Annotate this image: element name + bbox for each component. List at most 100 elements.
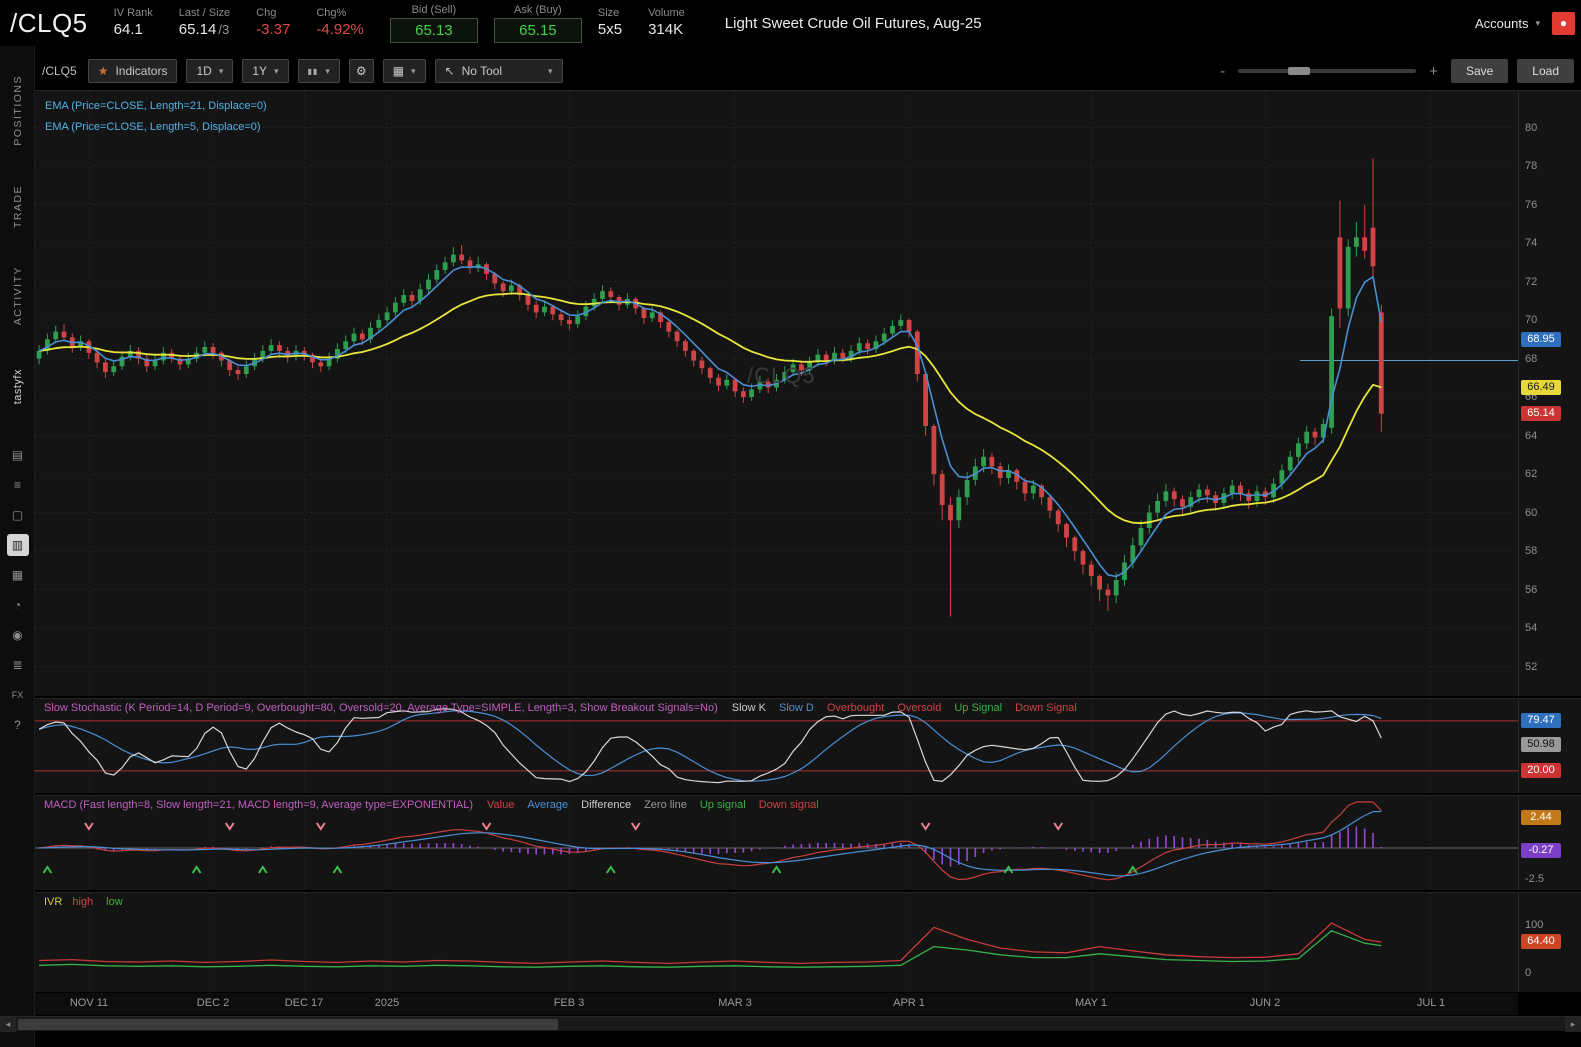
history-icon[interactable]: ◔ [13,598,22,612]
chart-type-dropdown[interactable]: ▮▮ ▾ [297,59,340,83]
candle-body [790,364,796,373]
chart-settings-button[interactable]: ⚙ [348,59,374,83]
candle-body [326,358,332,367]
legend-item: Value [487,799,515,811]
watchlist-icon[interactable]: ≡ [13,478,21,492]
ivr-panel[interactable]: 100 0 64.40 IVR high low [35,892,1581,992]
up-signal-arrow [191,865,202,874]
candle-body [666,322,672,332]
candle-body [185,358,191,365]
candle-body [1296,443,1301,457]
help-icon[interactable]: ? [14,718,21,732]
axis-label: 76 [1525,198,1538,211]
candle-body [268,345,274,351]
up-signal-arrow [605,865,616,874]
time-axis: NOV 11 DEC 2 DEC 17 2025 FEB 3 MAR 3 APR 1 MAY … [35,993,1518,1015]
stochastic-canvas[interactable] [35,699,1518,793]
candle-body [823,354,829,361]
axis-badge: 79.47 [1521,713,1561,729]
load-button[interactable]: Load [1517,59,1574,83]
candle-body [351,333,357,342]
up-signal-arrow [1003,865,1014,874]
candle-body [177,358,183,365]
range-dropdown[interactable]: 1Y ▾ [242,59,289,83]
candle-body [442,262,448,270]
axis-badge: 65.14 [1521,405,1561,421]
ivr-axis[interactable]: 100 0 64.40 [1518,893,1581,992]
save-button[interactable]: Save [1450,59,1509,83]
ask-button[interactable]: 65.15 [493,17,582,43]
ivr-low-line [39,930,1382,968]
candle-body [724,379,730,386]
axis-label: 62 [1525,468,1538,481]
candle-body [111,366,117,373]
price-chart-canvas[interactable] [35,91,1518,696]
price-chart-panel[interactable]: 80 78 76 74 72 70 68 66 64 62 60 58 56 54 52 68.95 66.49… [35,90,1581,696]
scroll-left-button[interactable]: ◂ [0,1017,16,1032]
symbol-title: /CLQ5 [10,7,88,38]
candle-body [1312,431,1318,438]
up-signal-arrow [771,865,782,874]
candle-body [533,304,539,313]
chart-toolbar: /CLQ5 ★ Indicators 1D ▾ 1Y ▾ ▮▮ ▾ ⚙ ▦ ▾ … [42,57,1574,85]
volume-label: Volume [648,7,685,19]
candle-body [393,302,398,313]
candle-body [335,349,340,359]
bid-button[interactable]: 65.13 [389,17,478,43]
legend-item: Down Signal [1015,702,1077,714]
axis-label: 74 [1525,237,1538,250]
candle-body [649,312,655,319]
zoom-slider-thumb[interactable] [1288,67,1310,75]
scroll-right-button[interactable]: ▸ [1565,1017,1581,1032]
journal-icon[interactable]: ≣ [12,658,23,672]
tab-activity[interactable]: ACTIVITY [0,258,35,334]
cube-icon[interactable]: ▢ [11,508,24,522]
horizontal-scrollbar[interactable]: ◂ ▸ [0,1016,1581,1032]
tab-positions[interactable]: POSITIONS [0,68,35,152]
timeframe-dropdown[interactable]: 1D ▾ [186,59,234,83]
candle-body [227,360,233,371]
chart-watermark: /CLQ5 [747,363,816,388]
candle-body [1279,470,1285,484]
zoom-in-button[interactable]: + [1429,62,1438,80]
indicators-button[interactable]: ★ Indicators [87,59,178,83]
scrollbar-thumb[interactable] [18,1019,558,1030]
left-rail: POSITIONS TRADE ACTIVITY tastyfx ▤ ≡ ▢ ▥ ▦ ◔ ◉… [0,46,35,1047]
zoom-out-button[interactable]: - [1220,62,1226,80]
zoom-slider[interactable] [1238,67,1417,75]
candle-body [1304,431,1310,444]
macd-value-line [39,801,1382,881]
macd-canvas[interactable] [35,796,1518,890]
price-axis[interactable]: 80 78 76 74 72 70 68 66 64 62 60 58 56 54 52 68.95 66.49… [1518,91,1581,696]
candle-body [799,364,804,371]
macd-axis[interactable]: 2.5-2.52.44-0.27 [1518,796,1581,890]
tastytrade-logo-icon[interactable]: ● [1552,11,1575,35]
legend-item: low [106,896,123,908]
chart-icon[interactable]: ▥ [6,534,29,556]
ema21-line [38,292,1382,525]
calendar-icon[interactable]: ▤ [11,448,24,462]
volume-value: 314K [648,21,684,38]
candle-body [1039,485,1044,498]
axis-badge: 20.00 [1521,762,1561,778]
macd-average-line [39,810,1382,877]
candle-body [939,474,945,505]
fx-icon[interactable]: FX [11,690,24,700]
macd-panel[interactable]: 2.5-2.52.44-0.27 MACD (Fast length=8, Sl… [35,795,1581,890]
drawing-tool-dropdown[interactable]: ↖ No Tool ▾ [434,59,563,83]
tab-tastyfx[interactable]: tastyfx [0,354,35,420]
up-signal-arrow [257,865,268,874]
candle-body [906,320,912,332]
time-tick-label: DEC 17 [284,997,324,1009]
grid-icon[interactable]: ▦ [11,568,24,582]
follow-traders-icon[interactable]: ◉ [12,628,23,642]
axis-label: 58 [1525,545,1538,558]
grid-layout-dropdown[interactable]: ▦ ▾ [382,59,426,83]
ivr-canvas[interactable] [35,893,1518,992]
accounts-dropdown[interactable]: Accounts ▾ [1475,16,1540,31]
time-tick-label: JUN 2 [1249,997,1281,1009]
tab-trade[interactable]: TRADE [0,178,35,236]
